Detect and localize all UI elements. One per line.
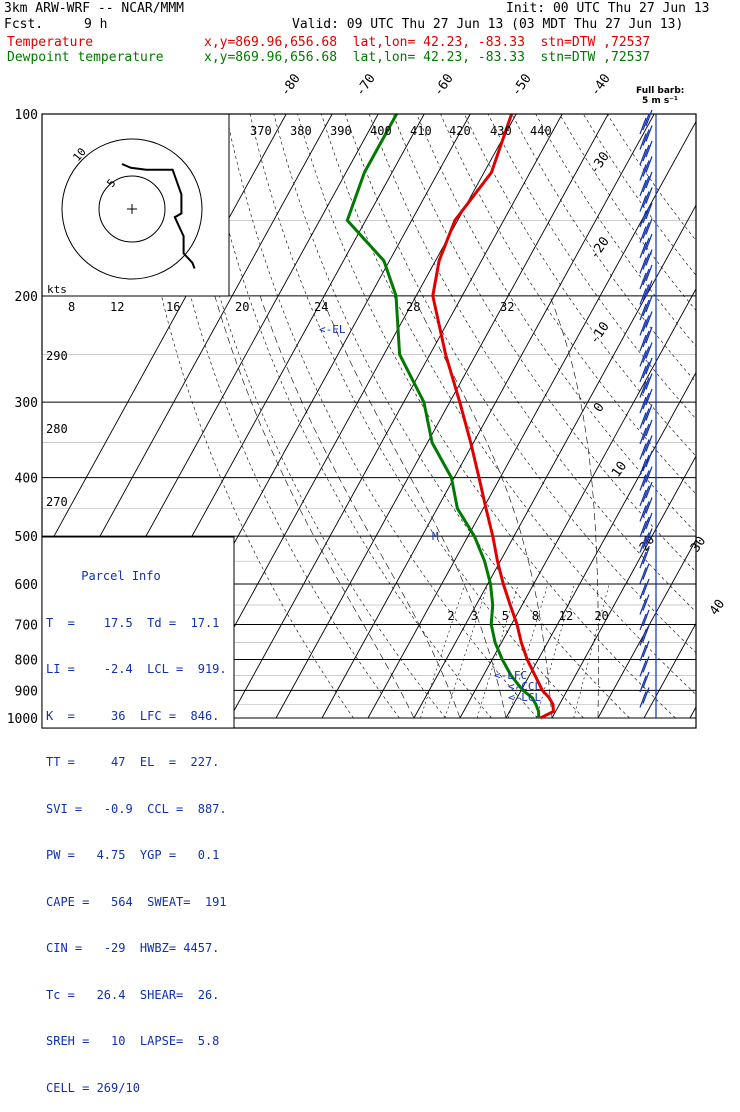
parcel-info-title: Parcel Info (6, 569, 236, 585)
parcel-row: CIN = -29 HWBZ= 4457. (46, 941, 236, 957)
parcel-row: T = 17.5 Td = 17.1 (46, 616, 236, 632)
dry-adiabat-line (583, 114, 740, 718)
wind-speed-label: 16 (166, 300, 180, 314)
theta-label: 370 (250, 124, 272, 138)
theta-label: 380 (290, 124, 312, 138)
parcel-row: PW = 4.75 YGP = 0.1 (46, 848, 236, 864)
theta-label: 420 (449, 124, 471, 138)
isotherm-line (276, 114, 608, 718)
hodograph-units-label: kts (47, 283, 67, 296)
isotherm-label: -50 (509, 71, 535, 99)
isotherm-label: 30 (688, 534, 709, 555)
annotation-label: <-EL (319, 323, 346, 336)
isotherm-label: -20 (587, 234, 613, 262)
mixing-ratio-label: 5 (502, 609, 509, 623)
parcel-row: K = 36 LFC = 846. (46, 709, 236, 725)
parcel-info-panel: Parcel Info T = 17.5 Td = 17.1 LI = -2.4… (46, 538, 236, 734)
mixing-ratio-label: 2 (447, 609, 454, 623)
mixing-ratio-label: 20 (594, 609, 608, 623)
mixing-ratio-label: 3 (471, 609, 478, 623)
dry-adiabat-line (202, 114, 491, 718)
hodograph-frame (42, 114, 229, 296)
barb-legend-title: Full barb: (636, 86, 684, 96)
annotation-label: <-LCL (508, 691, 541, 704)
dry-adiabat-line (536, 114, 740, 718)
wind-barb (640, 564, 649, 584)
parcel-row: LI = -2.4 LCL = 919. (46, 662, 236, 678)
theta-label: 270 (46, 495, 68, 509)
isotherm-line (368, 114, 700, 718)
wind-speed-label: 28 (406, 300, 420, 314)
isotherm-label: -10 (587, 319, 613, 347)
wind-barb (640, 579, 649, 599)
pressure-tick-label: 500 (15, 530, 38, 545)
isotherm-line (506, 114, 740, 718)
moist-adiabat-line (550, 296, 599, 718)
isotherm-label: -30 (587, 149, 613, 177)
dry-adiabat-line (321, 114, 721, 718)
isotherm-label: -80 (278, 71, 304, 99)
dry-adiabat-line (441, 114, 740, 718)
wind-speed-label: 12 (110, 300, 124, 314)
annotation-label: M (432, 530, 439, 543)
moist-adiabat-line (321, 296, 506, 718)
pressure-tick-label: 1000 (7, 712, 38, 727)
theta-label: 440 (530, 124, 552, 138)
wind-speed-label: 32 (500, 300, 514, 314)
pressure-tick-label: 700 (15, 618, 38, 633)
theta-label: 400 (370, 124, 392, 138)
theta-label: 280 (46, 422, 68, 436)
theta-label: 410 (410, 124, 432, 138)
parcel-row: SVI = -0.9 CCL = 887. (46, 802, 236, 818)
isotherm-line (598, 114, 740, 718)
isotherm-line (460, 114, 740, 718)
parcel-row: TT = 47 EL = 227. (46, 755, 236, 771)
dry-adiabat-line (369, 114, 740, 718)
theta-label: 290 (46, 349, 68, 363)
isotherm-line (690, 114, 740, 718)
isotherm-label: -40 (588, 71, 614, 99)
barb-legend-units: 5 m s⁻¹ (642, 96, 678, 106)
pressure-tick-label: 900 (15, 684, 38, 699)
pressure-tick-label: 300 (15, 396, 38, 411)
mixing-ratio-label: 12 (559, 609, 573, 623)
pressure-tick-label: 200 (15, 290, 38, 305)
isotherm-label: 40 (707, 597, 728, 618)
pressure-tick-label: 400 (15, 472, 38, 487)
dry-adiabat-line (250, 114, 584, 718)
parcel-row: SREH = 10 LAPSE= 5.8 (46, 1034, 236, 1050)
mixing-ratio-label: 8 (532, 609, 539, 623)
isotherm-label: -60 (431, 71, 457, 99)
dry-adiabat-line (488, 114, 740, 718)
moist-adiabat-line (215, 296, 414, 718)
isotherm-line (644, 114, 740, 718)
pressure-tick-label: 800 (15, 653, 38, 668)
dry-adiabat-line (345, 114, 740, 718)
parcel-row: Tc = 26.4 SHEAR= 26. (46, 988, 236, 1004)
mixing-ratio-line (421, 584, 465, 718)
isotherm-label: 10 (609, 459, 630, 480)
wind-barb (640, 672, 649, 692)
parcel-row: CELL = 269/10 (46, 1081, 236, 1097)
theta-label: 390 (330, 124, 352, 138)
wind-speed-label: 24 (314, 300, 328, 314)
moist-adiabat-line (260, 296, 460, 718)
pressure-tick-label: 100 (15, 108, 38, 123)
parcel-row: CAPE = 564 SWEAT= 191 (46, 895, 236, 911)
wind-speed-label: 8 (68, 300, 75, 314)
isotherm-label: -70 (353, 71, 379, 99)
wind-barb (640, 641, 649, 661)
isotherm-line (230, 114, 562, 718)
mixing-ratio-line (574, 584, 610, 718)
theta-label: 430 (490, 124, 512, 138)
isotherm-line (322, 114, 654, 718)
wind-speed-label: 20 (235, 300, 249, 314)
dry-adiabat-line (393, 114, 740, 718)
